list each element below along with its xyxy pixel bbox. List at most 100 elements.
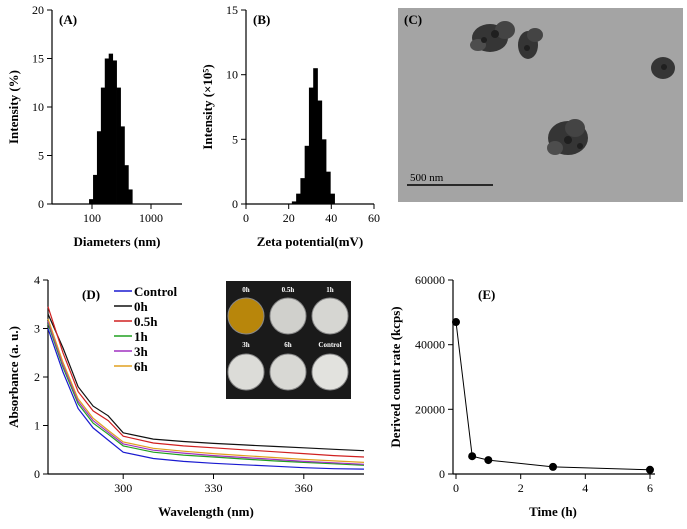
- panel-e-xlabel: Time (h): [529, 504, 577, 519]
- panel-b-ylabel: Intensity (×10⁵): [200, 64, 215, 149]
- histogram-bar: [108, 53, 114, 205]
- vial-6h: [269, 353, 307, 391]
- histogram-bar: [313, 68, 318, 204]
- panel-b: (B) 0 5 10 15 0 20 40 60 Zeta potential(…: [200, 3, 380, 249]
- panel-a-xlabel: Diameters (nm): [74, 234, 161, 249]
- panel-b-xtick-label: 60: [368, 211, 380, 225]
- panel-a-label: (A): [59, 12, 77, 27]
- nanoparticle-cluster: [518, 28, 543, 59]
- data-point: [452, 318, 460, 327]
- panel-e-xtick-label: 2: [518, 481, 524, 495]
- spectrum-line-3h: [47, 321, 365, 465]
- panel-b-xtick-label: 40: [325, 211, 337, 225]
- histogram-bar: [96, 131, 102, 204]
- panel-d: (D) 0 1 2 3 4 300 330 360 Wavelength (nm…: [6, 273, 365, 519]
- tem-image: [398, 8, 683, 202]
- panel-d-ytick-label: 0: [34, 467, 40, 481]
- panel-a-ylabel: Intensity (%): [6, 70, 21, 144]
- panel-a-xtick-label: 1000: [139, 211, 163, 225]
- histogram-bar: [330, 193, 335, 204]
- panel-b-bars: [291, 68, 335, 204]
- histogram-bar: [304, 145, 310, 204]
- data-point: [484, 456, 493, 465]
- histogram-bar: [104, 58, 110, 204]
- vial-label-1h: 1h: [326, 286, 334, 294]
- histogram-bar: [124, 165, 129, 204]
- panel-e-ytick-label: 60000: [415, 273, 445, 287]
- vial-label-6h: 6h: [284, 341, 292, 349]
- panel-a-ytick-label: 20: [32, 3, 44, 17]
- panel-c-label: (C): [404, 12, 422, 27]
- vial-label-0h: 0h: [242, 286, 250, 294]
- panel-a-ytick-label: 0: [38, 197, 44, 211]
- nanoparticle-cluster: [470, 21, 515, 52]
- spectrum-line-1h: [47, 323, 365, 466]
- data-point: [468, 452, 477, 461]
- panel-e-ytick-label: 20000: [415, 402, 445, 416]
- data-point: [646, 465, 654, 474]
- spectrum-line-05h: [47, 306, 365, 458]
- histogram-bar: [112, 60, 117, 204]
- histogram-bar: [116, 87, 121, 204]
- histogram-bar: [300, 178, 306, 204]
- vial-control: [311, 353, 349, 391]
- panel-e-ytick-label: 40000: [415, 338, 445, 352]
- panel-e-label: (E): [478, 287, 495, 302]
- legend-label-6h: 6h: [134, 359, 149, 374]
- vial-1h: [311, 297, 349, 335]
- histogram-bar: [296, 193, 301, 204]
- panel-a-ytick-label: 10: [32, 100, 44, 114]
- panel-e-xtick-label: 0: [453, 481, 459, 495]
- panel-b-xtick-label: 0: [243, 211, 249, 225]
- panel-d-ytick-label: 3: [34, 322, 40, 336]
- legend-label-1h: 1h: [134, 329, 149, 344]
- vial-label-3h: 3h: [242, 341, 250, 349]
- panel-b-ytick-label: 0: [232, 197, 238, 211]
- vial-05h: [269, 297, 307, 335]
- panel-b-ytick-label: 10: [226, 68, 238, 82]
- panel-d-ylabel: Absorbance (a. u.): [6, 326, 21, 428]
- vial-label-05h: 0.5h: [282, 286, 295, 294]
- panel-a-xtick-label: 100: [83, 211, 101, 225]
- panel-e-ylabel: Derived count rate (kcps): [388, 306, 403, 447]
- legend-label-3h: 3h: [134, 344, 149, 359]
- histogram-bar: [317, 100, 323, 204]
- data-point: [549, 462, 557, 471]
- spectrum-line-control: [47, 328, 365, 470]
- panel-d-xtick-label: 360: [295, 481, 313, 495]
- panel-a-ytick-label: 15: [32, 52, 44, 66]
- vial-label-control: Control: [318, 341, 341, 349]
- panel-e-ytick-label: 0: [439, 467, 445, 481]
- histogram-bar: [291, 201, 297, 204]
- histogram-bar: [100, 87, 106, 204]
- spectrum-line-6h: [47, 318, 365, 463]
- histogram-bar: [89, 199, 94, 204]
- panel-b-ytick-label: 5: [232, 132, 238, 146]
- vial-photo-inset: 0h 0.5h 1h 3h 6h Control: [226, 281, 351, 399]
- panel-d-xlabel: Wavelength (nm): [158, 504, 254, 519]
- nanoparticle-cluster: [547, 119, 588, 155]
- spectrum-line-0h: [47, 313, 365, 452]
- panel-d-ytick-label: 4: [34, 273, 40, 287]
- legend-label-control: Control: [134, 284, 177, 299]
- panel-d-ytick-label: 2: [34, 370, 40, 384]
- panel-b-label: (B): [253, 12, 270, 27]
- panel-d-xtick-label: 300: [114, 481, 132, 495]
- scale-bar-label: 500 nm: [410, 172, 444, 184]
- panel-d-legend: Control 0h 0.5h 1h 3h 6h: [114, 284, 177, 374]
- vial-0h: [227, 297, 265, 335]
- histogram-bar: [93, 174, 98, 204]
- panel-d-xtick-label: 330: [205, 481, 223, 495]
- vial-3h: [227, 353, 265, 391]
- panel-d-lines: [47, 306, 365, 470]
- panel-e-xtick-label: 6: [647, 481, 653, 495]
- panel-a: (A) 0 5 10 15 20 100 1000 Diameters (nm)…: [6, 3, 182, 249]
- panel-b-xtick-label: 20: [283, 211, 295, 225]
- histogram-bar: [308, 87, 314, 204]
- panel-e-series: [452, 318, 654, 474]
- histogram-bar: [326, 171, 331, 204]
- panel-b-ytick-label: 15: [226, 3, 238, 17]
- panel-a-ytick-label: 5: [38, 149, 44, 163]
- legend-label-0h: 0h: [134, 299, 149, 314]
